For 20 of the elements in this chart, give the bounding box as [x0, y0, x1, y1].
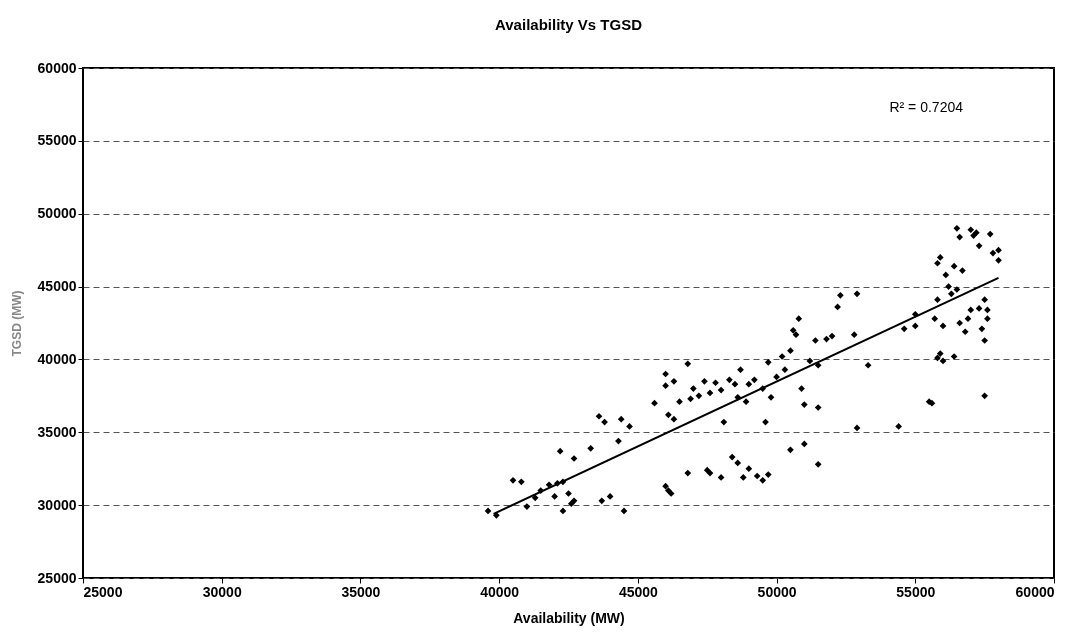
x-tick-label: 50000: [757, 583, 797, 600]
chart-title: Availability Vs TGSD: [495, 16, 643, 33]
y-tick-label: 50000: [37, 205, 77, 222]
y-tick-label: 45000: [37, 278, 77, 295]
x-tick-label: 55000: [896, 583, 936, 600]
x-tick-label: 30000: [202, 583, 242, 600]
y-tick-label: 55000: [37, 132, 77, 149]
x-axis-title: Availability (MW): [513, 609, 625, 626]
y-tick-label: 35000: [37, 423, 77, 440]
x-tick-label: 25000: [83, 583, 123, 600]
x-tick-label: 35000: [341, 583, 381, 600]
y-tick-label: 60000: [37, 59, 77, 76]
x-tick-label: 60000: [1015, 583, 1055, 600]
x-tick-label: 40000: [480, 583, 520, 600]
y-tick-label: 40000: [37, 350, 77, 367]
y-axis-title: TGSD (MW): [9, 290, 24, 357]
annotation: R² = 0.7204: [889, 99, 964, 115]
x-tick-label: 45000: [618, 583, 659, 600]
y-tick-label: 30000: [37, 496, 77, 513]
y-tick-label: 25000: [37, 569, 77, 586]
